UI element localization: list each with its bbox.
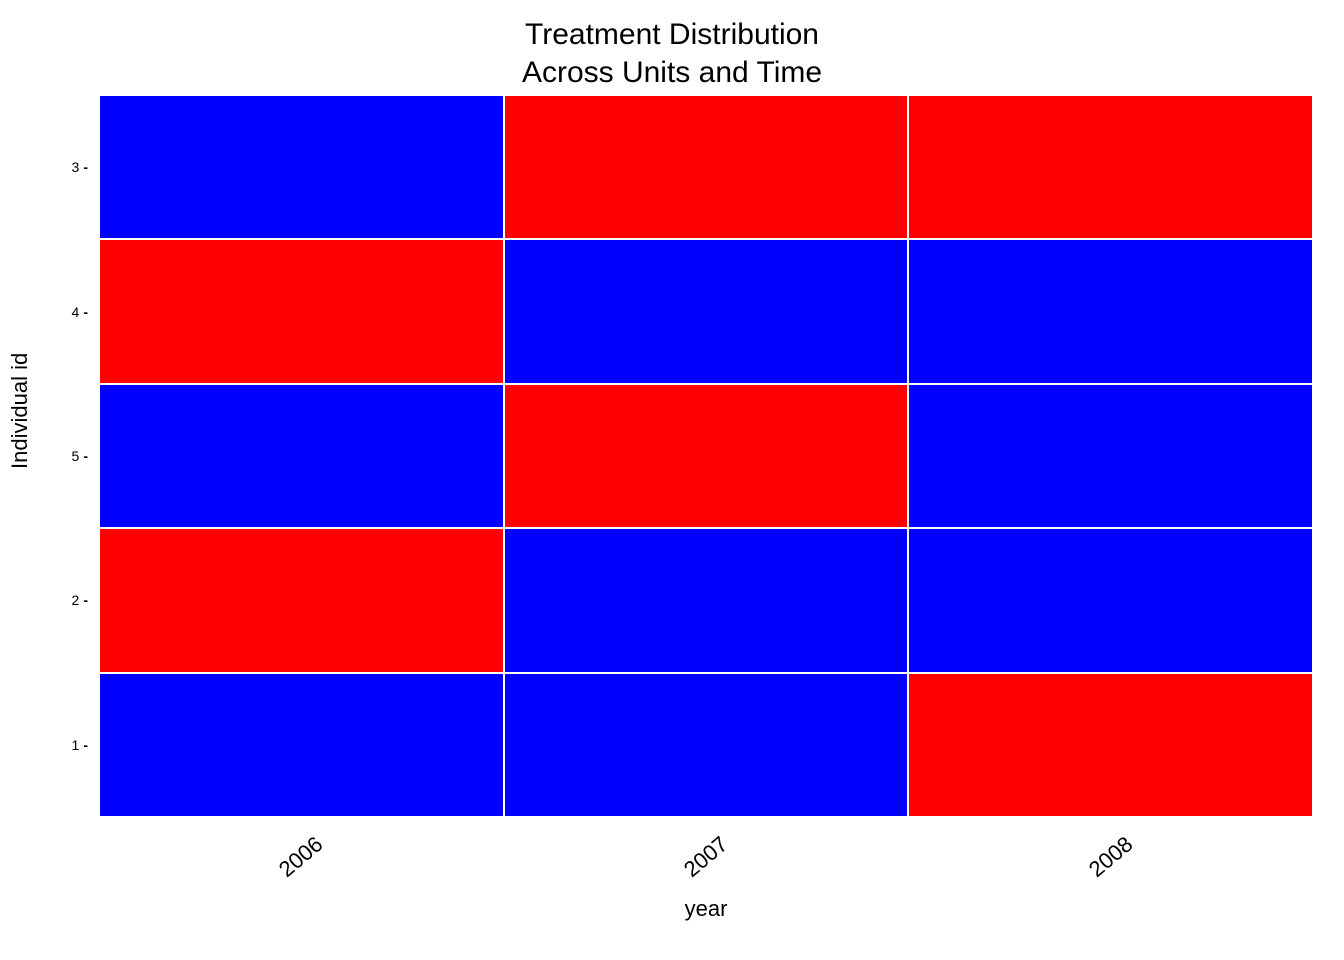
heatmap-cell [505,529,908,671]
y-tick-label: 4 [72,304,80,320]
heatmap-cell [505,240,908,382]
heatmap-cell [505,674,908,816]
y-axis-label: Individual id [7,445,33,469]
heatmap-cell [505,96,908,238]
heatmap-cell [505,385,908,527]
chart-title-line2: Across Units and Time [0,54,1344,92]
x-tick: 2007 [652,808,761,905]
y-tick-mark: - [83,448,88,464]
x-tick: 2008 [1056,808,1165,905]
y-tick-mark: - [83,737,88,753]
x-tick: 2006 [247,808,356,905]
chart-title: Treatment Distribution Across Units and … [0,16,1344,91]
heatmap-cell [100,674,503,816]
x-axis-label: year [100,896,1312,922]
heatmap-cell [909,385,1312,527]
chart-title-line1: Treatment Distribution [0,16,1344,54]
heatmap-cell [909,240,1312,382]
heatmap-cell [100,529,503,671]
plot-area [100,96,1312,816]
heatmap-cell [100,385,503,527]
x-tick-label: 2006 [274,831,328,882]
y-tick-mark: - [83,159,88,175]
y-tick: 1- [0,735,88,755]
heatmap-cell [909,96,1312,238]
x-tick-label: 2008 [1084,831,1138,882]
x-tick-label: 2007 [679,831,733,882]
heatmap-chart: Treatment Distribution Across Units and … [0,0,1344,960]
y-tick: 2- [0,590,88,610]
y-tick-label: 1 [72,737,80,753]
y-tick-mark: - [83,304,88,320]
heatmap-cell [100,96,503,238]
heatmap-cell [909,529,1312,671]
heatmap-cell [100,240,503,382]
y-tick-label: 2 [72,592,80,608]
heatmap-cell [909,674,1312,816]
y-tick-label: 3 [72,159,80,175]
y-tick: 3- [0,157,88,177]
y-tick-mark: - [83,592,88,608]
y-tick-label: 5 [72,448,80,464]
y-tick: 4- [0,302,88,322]
